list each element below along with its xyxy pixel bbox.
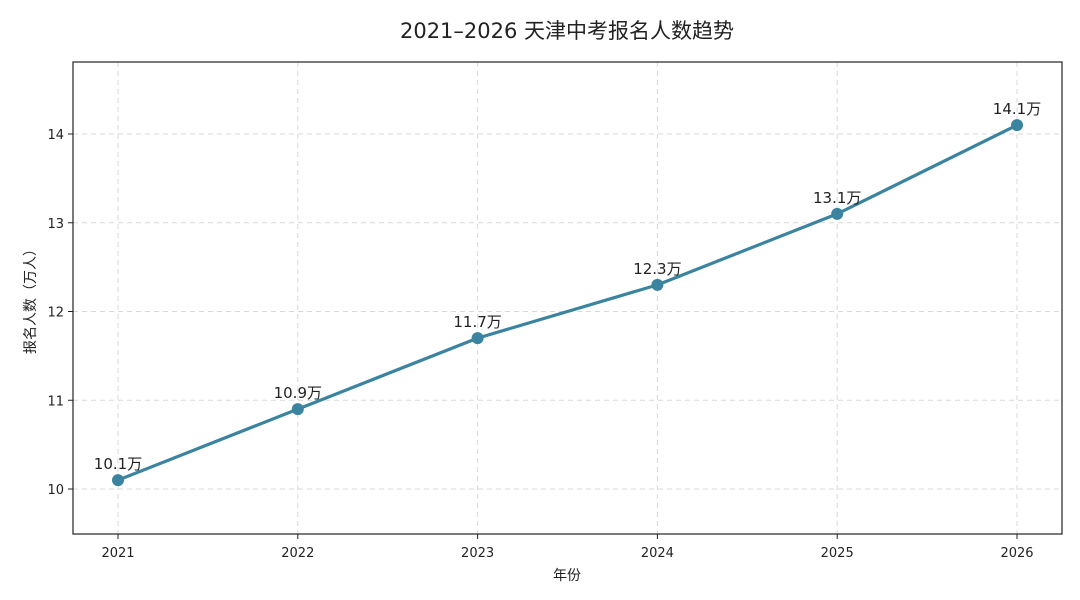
plot-area	[72, 61, 1063, 535]
chart-title: 2021–2026 天津中考报名人数趋势	[400, 19, 734, 43]
x-tick-label: 2026	[1000, 546, 1033, 561]
grid	[73, 62, 1062, 534]
y-tick-label: 11	[47, 394, 64, 409]
data-point	[1011, 119, 1023, 132]
y-tick-label: 13	[47, 217, 64, 232]
data-point	[831, 207, 844, 220]
data-point	[651, 278, 664, 291]
x-tick-label: 2021	[101, 546, 134, 561]
data-point	[112, 474, 124, 487]
data-point	[471, 332, 484, 345]
axis-ticks: 2021 2022 2023 2024 2025 2026 10 11 12 13 14	[47, 128, 1033, 561]
y-tick-label: 10	[47, 483, 64, 498]
data-label: 11.7万	[453, 313, 501, 331]
y-axis-label: 报名人数（万人）	[23, 242, 39, 354]
series-tianjin-enrollment	[112, 119, 1023, 487]
x-tick-label: 2025	[821, 546, 854, 561]
y-tick-label: 14	[47, 128, 64, 143]
data-label: 12.3万	[633, 260, 681, 278]
x-axis-label: 年份	[553, 568, 581, 584]
data-label: 10.1万	[94, 455, 142, 473]
data-point	[291, 403, 304, 416]
x-tick-label: 2023	[461, 546, 494, 561]
x-tick-label: 2024	[641, 546, 674, 561]
data-label: 10.9万	[274, 384, 322, 402]
data-label: 13.1万	[813, 189, 861, 207]
data-labels: 10.1万 10.9万 11.7万 12.3万 13.1万 14.1万	[94, 100, 1041, 473]
y-tick-label: 12	[47, 306, 64, 321]
data-label: 14.1万	[993, 100, 1041, 118]
series-line	[116, 123, 1019, 482]
x-tick-label: 2022	[281, 546, 314, 561]
